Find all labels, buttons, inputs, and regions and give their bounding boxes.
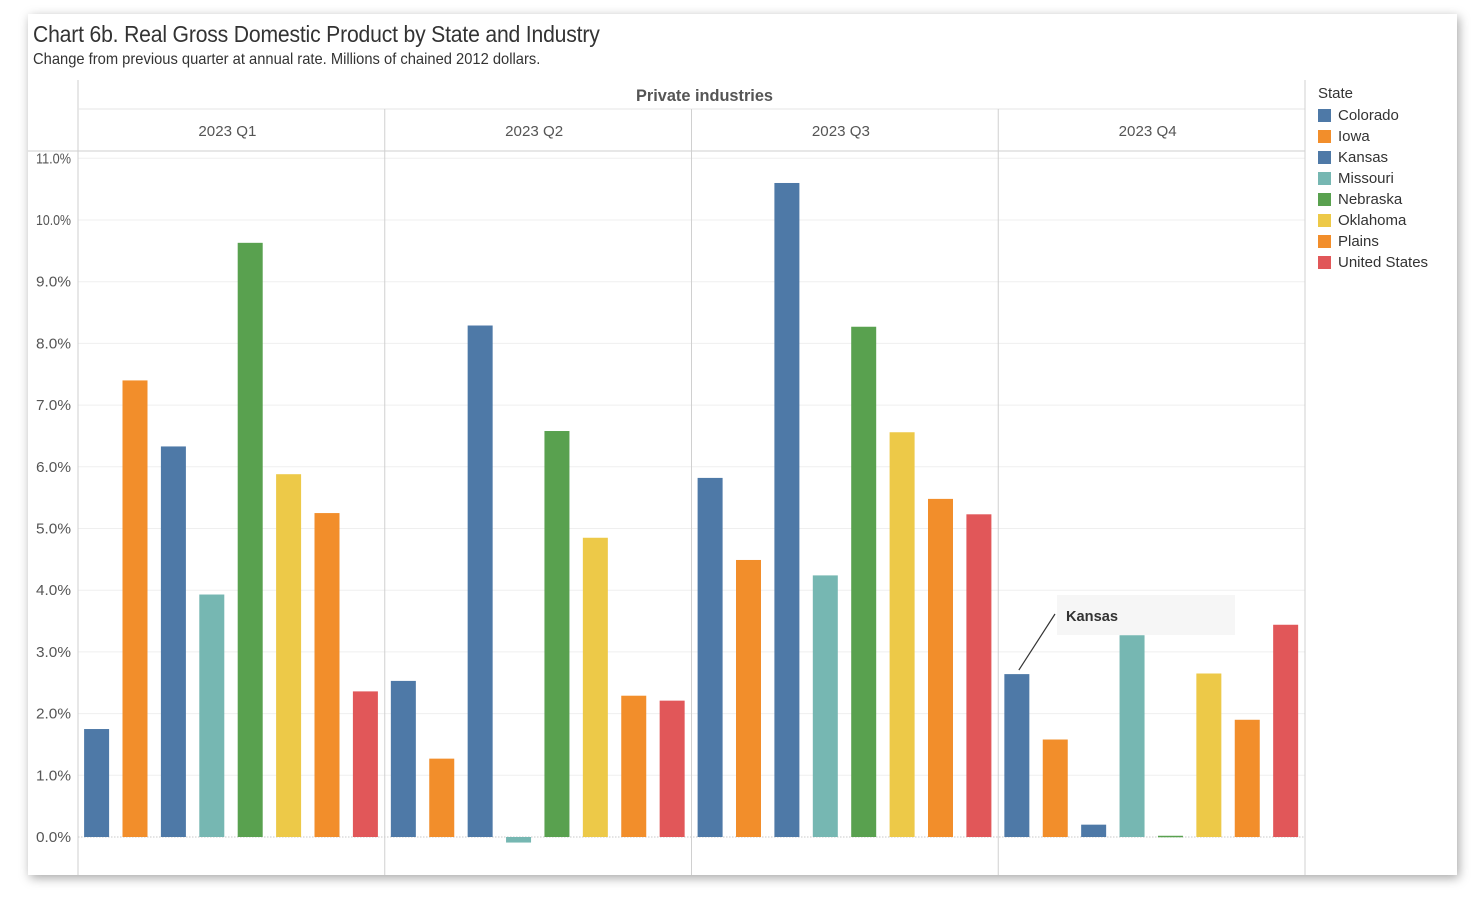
y-tick-label: 8.0% xyxy=(36,335,71,352)
bar-2023-q2-oklahoma xyxy=(582,537,608,837)
bar-2023-q1-iowa xyxy=(122,380,148,837)
legend-item[interactable]: Missouri xyxy=(1318,168,1458,189)
legend-swatch xyxy=(1318,256,1331,269)
bar-2023-q1-missouri xyxy=(199,594,225,837)
legend-swatch xyxy=(1318,151,1331,164)
legend-label: United States xyxy=(1338,254,1429,271)
legend-label: Nebraska xyxy=(1338,191,1403,208)
bar-2023-q2-kansas xyxy=(467,325,493,837)
bar-2023-q4-united-states xyxy=(1273,624,1299,837)
bar-2023-q4-plains xyxy=(1234,719,1260,837)
legend-item[interactable]: Iowa xyxy=(1318,126,1458,147)
bar-2023-q3-kansas xyxy=(774,182,800,838)
chart-title: Chart 6b. Real Gross Domestic Product by… xyxy=(33,21,600,47)
legend-item[interactable]: Nebraska xyxy=(1318,189,1458,210)
legend-item[interactable]: United States xyxy=(1318,252,1458,273)
bar-2023-q3-nebraska xyxy=(851,326,877,837)
bar-2023-q4-nebraska xyxy=(1157,835,1183,838)
panel-label: 2023 Q2 xyxy=(505,123,563,140)
panel-label: 2023 Q1 xyxy=(198,123,256,140)
legend-swatch xyxy=(1318,235,1331,248)
y-tick-label: 9.0% xyxy=(36,274,71,291)
legend-label: Iowa xyxy=(1338,128,1370,145)
axis-labels: 0.0% 1.0% 2.0% 3.0% 4.0% 5.0% 6.0% 7.0% 8.0% 9.0%… xyxy=(36,86,1177,846)
panel-label: 2023 Q4 xyxy=(1119,123,1177,140)
y-tick-label: 6.0% xyxy=(36,459,71,476)
bar-2023-q1-kansas xyxy=(160,446,186,837)
legend-item[interactable]: Plains xyxy=(1318,231,1458,252)
bar-2023-q3-oklahoma xyxy=(889,432,915,837)
y-tick-label: 1.0% xyxy=(36,767,71,784)
panel-lines xyxy=(28,80,1306,875)
bar-2023-q1-colorado xyxy=(84,729,110,837)
bar-2023-q1-united-states xyxy=(352,691,378,837)
panel-label: 2023 Q3 xyxy=(812,123,870,140)
header-label: Private industries xyxy=(636,86,773,105)
bar-2023-q2-missouri xyxy=(506,837,532,843)
y-tick-label: 0.0% xyxy=(36,829,71,846)
legend-label: Kansas xyxy=(1338,149,1389,166)
y-tick-label: 11.0% xyxy=(36,150,71,167)
bar-2023-q3-plains xyxy=(928,498,953,837)
bar-2023-q4-colorado xyxy=(1004,674,1030,837)
legend-swatch xyxy=(1318,193,1331,206)
chart-subtitle: Change from previous quarter at annual r… xyxy=(33,51,541,68)
bar-2023-q3-iowa xyxy=(736,559,761,837)
legend-title: State xyxy=(1318,85,1354,102)
bar-2023-q4-iowa xyxy=(1042,739,1068,837)
bar-2023-q3-colorado xyxy=(697,477,723,837)
bar-2023-q1-plains xyxy=(314,513,340,837)
y-tick-label: 2.0% xyxy=(36,706,71,723)
legend-items: Colorado Iowa Kansas Missouri Nebraska Oklaho… xyxy=(1318,105,1458,273)
legend-swatch xyxy=(1318,172,1331,185)
legend-swatch xyxy=(1318,214,1331,227)
annotation-layer: Kansas xyxy=(1018,595,1235,671)
legend-label: Plains xyxy=(1338,233,1379,250)
bar-2023-q2-nebraska xyxy=(544,431,570,837)
y-tick-label: 5.0% xyxy=(36,521,71,538)
bar-2023-q2-colorado xyxy=(390,680,416,837)
legend-item[interactable]: Kansas xyxy=(1318,147,1458,168)
bar-2023-q2-united-states xyxy=(659,700,685,837)
legend-label: Missouri xyxy=(1338,170,1394,187)
bar-2023-q3-missouri xyxy=(812,575,838,837)
annotation-leader xyxy=(1018,613,1056,671)
bar-2023-q2-plains xyxy=(621,695,647,837)
bar-2023-q1-nebraska xyxy=(237,242,263,838)
bar-2023-q4-kansas xyxy=(1081,824,1107,837)
legend-swatch xyxy=(1318,130,1331,143)
legend: State Colorado Iowa Kansas Missouri Nebraska… xyxy=(1318,85,1458,273)
y-tick-label: 3.0% xyxy=(36,644,71,661)
bar-2023-q1-oklahoma xyxy=(276,474,302,837)
legend-swatch xyxy=(1318,109,1331,122)
annotation-box xyxy=(1057,595,1235,635)
bar-2023-q4-oklahoma xyxy=(1196,673,1222,837)
annotation-label: Kansas xyxy=(1066,608,1118,625)
bar-2023-q4-missouri xyxy=(1119,635,1145,837)
y-tick-label: 4.0% xyxy=(36,582,71,599)
bar-2023-q3-united-states xyxy=(966,514,992,837)
legend-item[interactable]: Colorado xyxy=(1318,105,1458,126)
legend-label: Oklahoma xyxy=(1338,212,1407,229)
bar-layer xyxy=(84,182,1299,843)
y-tick-label: 10.0% xyxy=(36,212,71,229)
y-tick-label: 7.0% xyxy=(36,397,71,414)
bar-2023-q2-iowa xyxy=(429,758,455,837)
legend-item[interactable]: Oklahoma xyxy=(1318,210,1458,231)
legend-label: Colorado xyxy=(1338,107,1399,124)
